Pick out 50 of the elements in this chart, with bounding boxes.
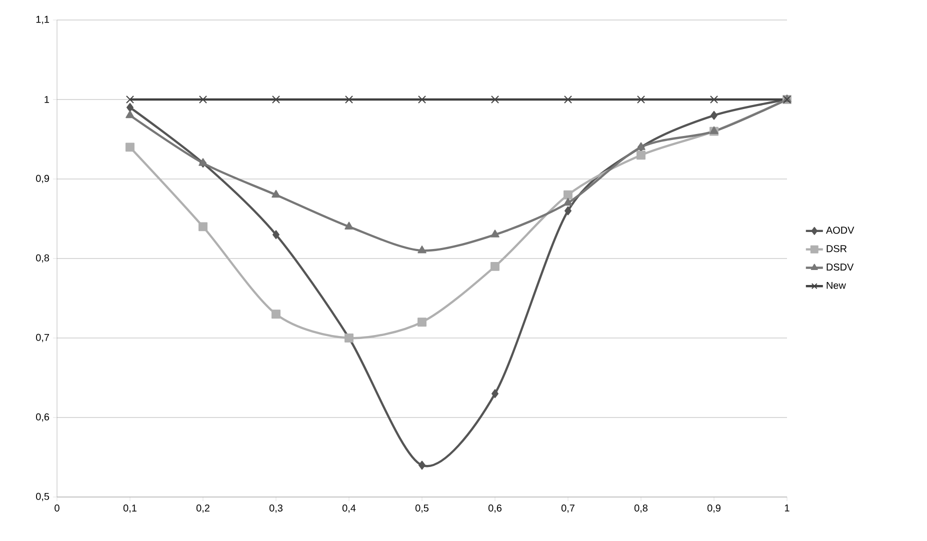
point	[564, 95, 572, 104]
point	[710, 95, 718, 104]
y-tick-label: 0,6	[36, 413, 50, 422]
x-tick-label: 1	[785, 504, 790, 512]
y-tick-label: 0,9	[36, 174, 50, 184]
point	[344, 222, 354, 230]
point	[126, 102, 134, 112]
x-tick-label: 0,9	[707, 504, 720, 513]
point	[272, 230, 280, 240]
point	[564, 198, 572, 206]
point	[490, 230, 500, 238]
point	[198, 222, 208, 232]
y-tick-label: 1,1	[36, 16, 50, 24]
x-tick-label: 0,7	[561, 504, 574, 513]
y-tick-label: 0,5	[36, 492, 50, 502]
legend-label: New	[826, 282, 846, 289]
x-tick-label: 0,1	[123, 504, 136, 513]
point	[418, 460, 426, 470]
point	[564, 190, 572, 200]
point	[344, 95, 354, 104]
y-tick-label: 1	[44, 96, 50, 103]
x-tick-label: 0,8	[634, 504, 648, 513]
point	[636, 150, 646, 160]
x-tick-label: 0,5	[415, 504, 429, 513]
point	[198, 95, 208, 104]
point	[490, 262, 500, 271]
legend-label: AODV	[826, 226, 854, 234]
point	[272, 95, 280, 104]
point	[418, 318, 426, 327]
x-tick-label: 0	[54, 504, 60, 512]
point	[636, 95, 646, 104]
point	[272, 310, 280, 319]
point	[564, 206, 572, 216]
point	[490, 95, 500, 104]
y-tick-label: 0,8	[36, 254, 50, 263]
point	[418, 95, 426, 104]
legend-label: DSDV	[826, 264, 854, 271]
point	[710, 110, 718, 120]
point	[418, 246, 426, 254]
x-tick-label: 0,2	[196, 504, 210, 513]
legend-label: DSR	[826, 245, 847, 252]
point	[126, 110, 134, 118]
point	[492, 389, 498, 398]
x-tick-label: 0,4	[342, 504, 356, 513]
point	[126, 95, 134, 104]
y-tick-label: 0,7	[36, 334, 49, 342]
x-tick-label: 0,6	[488, 504, 502, 513]
point	[272, 190, 280, 198]
point	[126, 142, 134, 152]
x-tick-label: 0,3	[269, 504, 282, 513]
